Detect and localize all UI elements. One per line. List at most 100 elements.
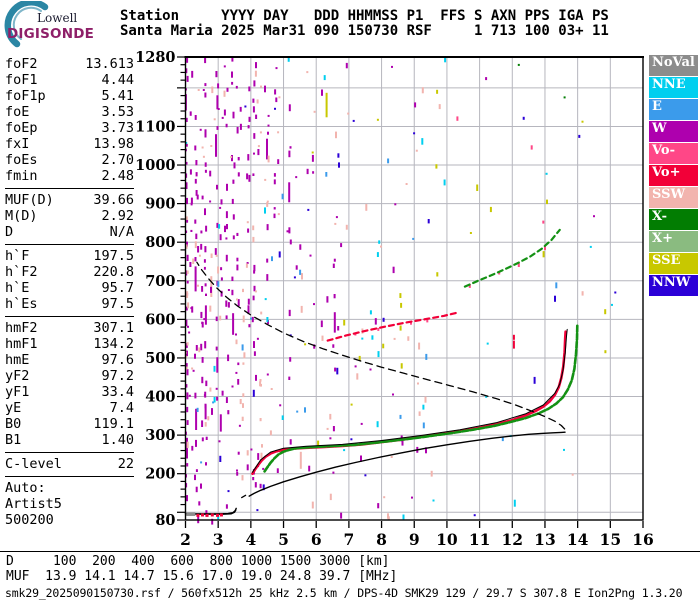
param-value: 5.41 bbox=[101, 88, 134, 104]
noise-dot bbox=[252, 225, 255, 231]
noise-dot bbox=[432, 499, 435, 502]
noise-dot bbox=[392, 393, 394, 396]
noise-dash bbox=[247, 125, 250, 129]
noise-dot bbox=[313, 110, 316, 113]
noise-dash bbox=[186, 57, 189, 63]
noise-dot bbox=[306, 71, 309, 74]
noise-dot bbox=[223, 65, 226, 68]
noise-dash bbox=[185, 216, 188, 220]
param-row: h`Es 97.5 bbox=[5, 296, 134, 312]
noise-dot bbox=[281, 415, 284, 420]
noise-dash bbox=[253, 351, 256, 356]
noise-dot bbox=[230, 156, 233, 159]
noise-dot bbox=[376, 118, 379, 121]
param-row: B1 1.40 bbox=[5, 432, 134, 448]
noise-dash bbox=[325, 92, 328, 118]
noise-dot bbox=[246, 221, 249, 224]
param-label: foE bbox=[5, 104, 30, 120]
noise-dot bbox=[217, 108, 220, 110]
param-value: 33.4 bbox=[101, 384, 134, 400]
noise-dot bbox=[220, 199, 223, 205]
param-value: 97.6 bbox=[101, 352, 134, 368]
noise-dot bbox=[392, 266, 395, 274]
noise-dash bbox=[289, 146, 292, 149]
noise-dash bbox=[195, 172, 198, 177]
noise-dot bbox=[512, 334, 515, 340]
y-tick-label: 400 bbox=[145, 389, 175, 406]
noise-dash bbox=[231, 276, 234, 281]
noise-dot bbox=[336, 367, 339, 375]
noise-dash bbox=[267, 131, 269, 135]
noise-dot bbox=[227, 302, 230, 308]
noise-dot bbox=[387, 513, 389, 519]
noise-dash bbox=[209, 387, 212, 392]
noise-dash bbox=[186, 291, 189, 298]
noise-dot bbox=[326, 427, 329, 430]
noise-dot bbox=[215, 254, 218, 257]
noise-dash bbox=[232, 313, 235, 335]
trace-fit-f-trace bbox=[252, 328, 568, 473]
param-row: foF1p 5.41 bbox=[5, 88, 134, 104]
noise-dot bbox=[203, 394, 206, 397]
x-tick-label: 8 bbox=[376, 530, 387, 549]
noise-dash bbox=[205, 436, 208, 440]
logo-arc-icon bbox=[4, 1, 49, 48]
param-row: hmF1 134.2 bbox=[5, 336, 134, 352]
noise-dash bbox=[241, 416, 244, 421]
noise-dash bbox=[219, 414, 222, 432]
noise-dot bbox=[266, 274, 269, 281]
noise-dot bbox=[259, 483, 262, 489]
noise-dot bbox=[209, 200, 212, 203]
param-row: foF1 4.44 bbox=[5, 72, 134, 88]
param-separator bbox=[5, 244, 134, 245]
noise-dash bbox=[332, 471, 335, 474]
noise-dot bbox=[190, 197, 193, 204]
noise-dot bbox=[593, 215, 595, 218]
param-value: 95.7 bbox=[101, 280, 134, 296]
noise-dash bbox=[200, 311, 203, 319]
noise-dot bbox=[277, 131, 280, 134]
noise-dot bbox=[306, 168, 309, 175]
noise-dot bbox=[198, 254, 201, 257]
noise-dash bbox=[203, 266, 206, 270]
param-value: 307.1 bbox=[93, 320, 134, 336]
noise-dash bbox=[215, 346, 218, 351]
noise-dot bbox=[422, 422, 425, 429]
noise-dot bbox=[343, 319, 346, 326]
logo-digisonde-text: DIGISONDE bbox=[7, 26, 95, 42]
noise-dot bbox=[191, 367, 194, 370]
noise-dot bbox=[313, 303, 315, 306]
noise-dot bbox=[604, 309, 607, 315]
noise-dash bbox=[186, 441, 189, 449]
noise-dot bbox=[399, 414, 402, 419]
noise-dot bbox=[252, 236, 255, 243]
footer-divider bbox=[0, 551, 700, 553]
noise-dash bbox=[195, 408, 198, 430]
noise-dot bbox=[189, 111, 192, 116]
noise-dash bbox=[204, 404, 207, 420]
noise-dot bbox=[374, 318, 377, 325]
noise-dot bbox=[340, 243, 343, 248]
noise-dot bbox=[417, 382, 419, 385]
noise-dash bbox=[237, 451, 240, 455]
noise-dash bbox=[273, 173, 276, 177]
noise-dot bbox=[485, 395, 488, 398]
es-echo-dot bbox=[210, 513, 214, 517]
header-line-columns: Station YYYY DAY DDD HHMMSS P1 FFS S AXN… bbox=[120, 8, 609, 24]
noise-dot bbox=[236, 469, 238, 472]
noise-dot bbox=[555, 282, 558, 289]
noise-dot bbox=[309, 254, 312, 257]
param-value: 2.92 bbox=[101, 208, 134, 224]
param-label: hmE bbox=[5, 352, 30, 368]
noise-dot bbox=[517, 263, 520, 267]
noise-dash bbox=[225, 254, 228, 262]
noise-dash bbox=[232, 214, 235, 220]
y-tick-label: 80 bbox=[155, 512, 175, 529]
noise-dot bbox=[246, 464, 249, 471]
noise-dash bbox=[227, 354, 230, 362]
param-label: Artist5 bbox=[5, 496, 62, 512]
noise-dash bbox=[204, 162, 207, 167]
param-label: foF1 bbox=[5, 72, 38, 88]
noise-dash bbox=[205, 293, 207, 296]
noise-dot bbox=[223, 109, 226, 116]
